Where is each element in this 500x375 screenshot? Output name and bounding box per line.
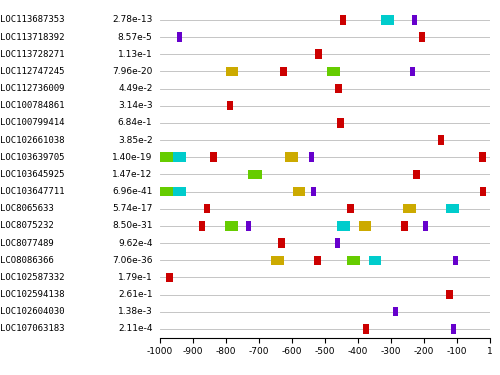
Text: 3.85e-2: 3.85e-2 bbox=[118, 135, 152, 144]
Text: 1.38e-3: 1.38e-3 bbox=[118, 307, 152, 316]
Bar bbox=[314, 255, 321, 265]
Bar bbox=[423, 221, 428, 231]
Text: LOC113728271: LOC113728271 bbox=[0, 50, 64, 58]
Bar bbox=[446, 290, 452, 299]
Text: 7.06e-36: 7.06e-36 bbox=[112, 256, 152, 265]
Bar bbox=[177, 32, 182, 42]
Text: 8.50e-31: 8.50e-31 bbox=[112, 221, 152, 230]
Text: LOC8077489: LOC8077489 bbox=[0, 238, 54, 248]
Text: LOC103645925: LOC103645925 bbox=[0, 170, 64, 179]
Text: 9.62e-4: 9.62e-4 bbox=[118, 238, 152, 248]
Text: LOC102661038: LOC102661038 bbox=[0, 135, 64, 144]
Text: LOC102587332: LOC102587332 bbox=[0, 273, 64, 282]
Text: LOC102604030: LOC102604030 bbox=[0, 307, 64, 316]
Bar bbox=[413, 170, 420, 179]
Bar bbox=[248, 170, 262, 179]
Bar bbox=[419, 32, 426, 42]
Bar bbox=[340, 15, 346, 24]
Bar bbox=[226, 221, 238, 231]
Bar bbox=[173, 187, 186, 196]
Bar bbox=[226, 101, 233, 110]
Bar bbox=[309, 153, 314, 162]
Bar bbox=[272, 255, 284, 265]
Text: 5.74e-17: 5.74e-17 bbox=[112, 204, 152, 213]
Bar bbox=[315, 50, 322, 59]
Text: LOC113718392: LOC113718392 bbox=[0, 33, 64, 42]
Bar bbox=[368, 255, 381, 265]
Bar bbox=[362, 324, 370, 334]
Text: LOC8065633: LOC8065633 bbox=[0, 204, 54, 213]
Bar bbox=[328, 67, 340, 76]
Bar bbox=[336, 84, 342, 93]
Bar bbox=[446, 204, 458, 213]
Text: LOC112736009: LOC112736009 bbox=[0, 84, 64, 93]
Bar bbox=[452, 255, 458, 265]
Text: 1.47e-12: 1.47e-12 bbox=[112, 170, 152, 179]
Bar bbox=[451, 324, 456, 334]
Bar bbox=[204, 204, 210, 213]
Bar bbox=[336, 238, 340, 248]
Text: LOC113687353: LOC113687353 bbox=[0, 15, 64, 24]
Bar bbox=[226, 67, 238, 76]
Text: LOC100799414: LOC100799414 bbox=[0, 118, 64, 128]
Bar bbox=[210, 153, 216, 162]
Bar bbox=[338, 221, 350, 231]
Bar bbox=[160, 187, 173, 196]
Text: LOC107063183: LOC107063183 bbox=[0, 324, 64, 333]
Bar bbox=[348, 255, 360, 265]
Bar bbox=[292, 187, 305, 196]
Bar bbox=[480, 187, 486, 196]
Text: LOC112747245: LOC112747245 bbox=[0, 67, 64, 76]
Bar bbox=[412, 15, 417, 24]
Text: 4.49e-2: 4.49e-2 bbox=[118, 84, 152, 93]
Bar bbox=[410, 67, 414, 76]
Text: 6.84e-1: 6.84e-1 bbox=[118, 118, 152, 128]
Bar bbox=[438, 135, 444, 145]
Text: 1.13e-1: 1.13e-1 bbox=[118, 50, 152, 58]
Bar bbox=[246, 221, 252, 231]
Text: 1.40e-19: 1.40e-19 bbox=[112, 153, 152, 162]
Bar bbox=[173, 153, 186, 162]
Bar bbox=[359, 221, 372, 231]
Bar bbox=[348, 204, 354, 213]
Text: LOC8075232: LOC8075232 bbox=[0, 221, 54, 230]
Bar bbox=[404, 204, 416, 213]
Text: LOC102594138: LOC102594138 bbox=[0, 290, 64, 299]
Text: 1.79e-1: 1.79e-1 bbox=[118, 273, 152, 282]
Text: 8.57e-5: 8.57e-5 bbox=[118, 33, 152, 42]
Bar bbox=[381, 15, 394, 24]
Bar bbox=[402, 221, 408, 231]
Text: LCO8086366: LCO8086366 bbox=[0, 256, 54, 265]
Bar bbox=[286, 153, 298, 162]
Bar bbox=[160, 153, 173, 162]
Bar bbox=[394, 307, 398, 316]
Text: 7.96e-20: 7.96e-20 bbox=[112, 67, 152, 76]
Text: 2.78e-13: 2.78e-13 bbox=[112, 15, 152, 24]
Bar bbox=[479, 153, 486, 162]
Text: 3.14e-3: 3.14e-3 bbox=[118, 101, 152, 110]
Text: LOC103639705: LOC103639705 bbox=[0, 153, 64, 162]
Bar bbox=[278, 238, 284, 248]
Bar bbox=[338, 118, 344, 128]
Bar bbox=[199, 221, 205, 231]
Text: 2.11e-4: 2.11e-4 bbox=[118, 324, 152, 333]
Text: LOC100784861: LOC100784861 bbox=[0, 101, 64, 110]
Bar bbox=[311, 187, 316, 196]
Bar bbox=[166, 273, 172, 282]
Bar bbox=[280, 67, 287, 76]
Text: LOC103647711: LOC103647711 bbox=[0, 187, 64, 196]
Text: 2.61e-1: 2.61e-1 bbox=[118, 290, 152, 299]
Text: 6.96e-41: 6.96e-41 bbox=[112, 187, 152, 196]
